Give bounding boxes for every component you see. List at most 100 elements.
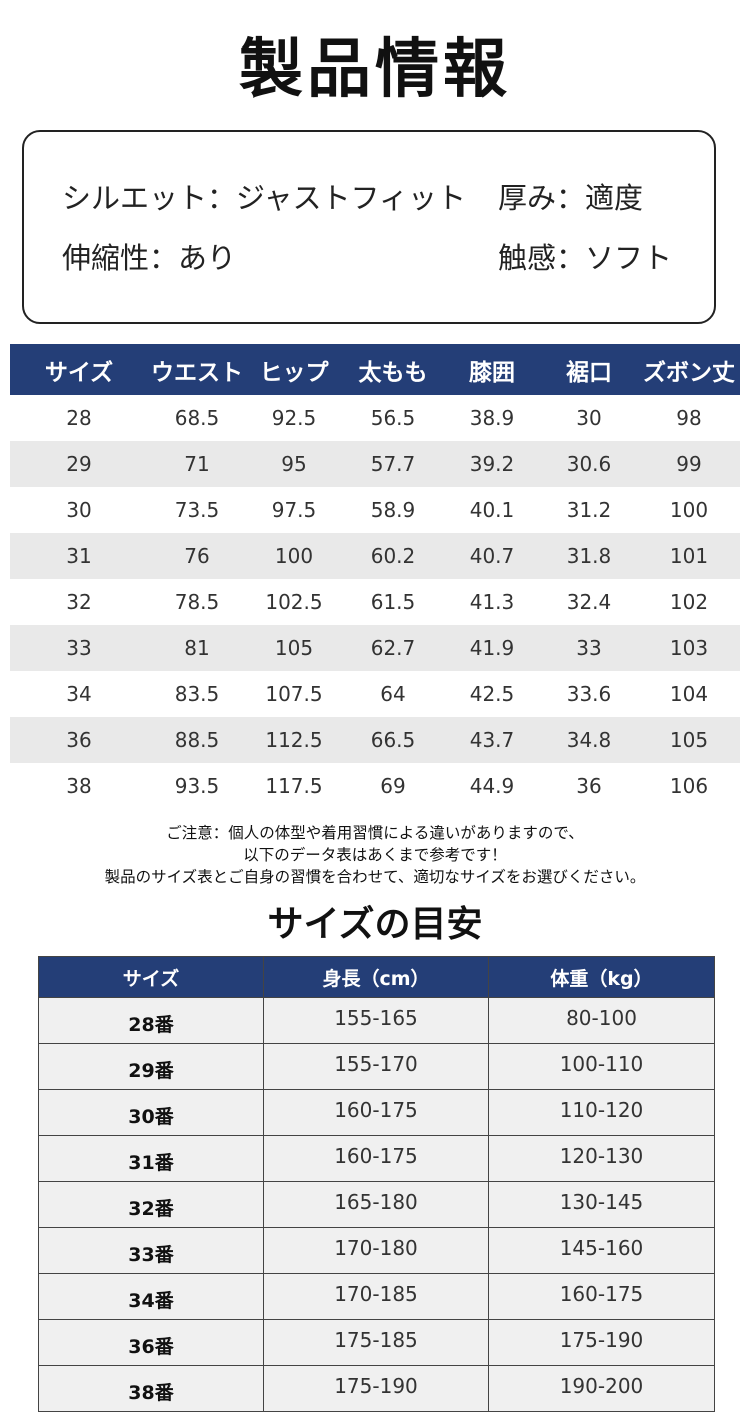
cell-hem: 30.6 [566,452,612,476]
guide-cell-weight: 120-130 [488,1135,715,1182]
cell-hem: 32.4 [566,590,612,614]
cell-thigh: 64 [380,682,406,706]
cell-waist: 78.5 [174,590,220,614]
cell-thigh: 66.5 [370,728,416,752]
cell-knee: 39.2 [469,452,515,476]
header-knee: 膝囲 [469,359,515,386]
table-row: 28 68.5 92.5 56.5 38.9 30 98 [10,395,740,441]
cell-length: 104 [669,682,709,706]
table-row: 30番 160-175 110-120 [38,1089,715,1136]
guide-cell-weight: 80-100 [488,997,715,1044]
product-spec-box: シルエット：ジャストフィット 厚み：適度 伸縮性：あり 触感：ソフト [22,130,716,324]
guide-cell-height: 155-165 [263,997,489,1044]
cell-knee: 44.9 [469,774,515,798]
table-row: 33番 170-180 145-160 [38,1227,715,1274]
cell-hip: 112.5 [265,728,323,752]
cell-hem: 31.8 [566,544,612,568]
cell-waist: 81 [184,636,210,660]
size-guide-table: サイズ 身長（cm） 体重（kg） 28番 155-165 80-100 29番 155… [38,956,715,1412]
cell-thigh: 62.7 [370,636,416,660]
notice-line: 以下のデータ表はあくまで参考です！ [243,846,507,864]
page-title: 製品情報 [239,33,511,107]
guide-cell-weight: 160-175 [488,1273,715,1320]
guide-header-size: サイズ [38,956,264,998]
size-chart-header: サイズ ウエスト ヒップ 太もも 膝囲 裾口 ズボン丈 [10,344,740,395]
cell-hip: 102.5 [265,590,323,614]
table-row: 36 88.5 112.5 66.5 43.7 34.8 105 [10,717,740,763]
guide-header-height: 身長（cm） [263,956,489,998]
cell-thigh: 58.9 [370,498,416,522]
cell-hip: 117.5 [265,774,323,798]
cell-hip: 107.5 [265,682,323,706]
table-row: 38番 175-190 190-200 [38,1365,715,1412]
cell-length: 98 [676,406,702,430]
table-row: 28番 155-165 80-100 [38,997,715,1044]
spec-thickness: 厚み：適度 [498,181,644,215]
size-notice: ご注意：個人の体型や着用習慣による違いがありますので、 以下のデータ表はあくまで… [0,822,750,888]
cell-length: 101 [669,544,709,568]
guide-cell-height: 175-185 [263,1319,489,1366]
cell-hip: 100 [274,544,314,568]
guide-cell-height: 165-180 [263,1181,489,1228]
size-guide-title: サイズの目安 [267,904,483,945]
spec-feel: 触感：ソフト [498,241,673,275]
cell-hip: 105 [274,636,314,660]
guide-cell-height: 170-180 [263,1227,489,1274]
guide-cell-height: 160-175 [263,1135,489,1182]
cell-waist: 83.5 [174,682,220,706]
cell-knee: 42.5 [469,682,515,706]
cell-length: 99 [676,452,702,476]
guide-cell-weight: 110-120 [488,1089,715,1136]
cell-thigh: 60.2 [370,544,416,568]
cell-thigh: 56.5 [370,406,416,430]
table-row: 31 76 100 60.2 40.7 31.8 101 [10,533,740,579]
guide-cell-weight: 190-200 [488,1365,715,1412]
cell-hem: 36 [576,774,602,798]
cell-hip: 97.5 [271,498,317,522]
guide-cell-size: 31番 [38,1135,264,1182]
header-hem: 裾口 [566,359,612,386]
cell-waist: 76 [184,544,210,568]
cell-length: 106 [669,774,709,798]
table-row: 33 81 105 62.7 41.9 33 103 [10,625,740,671]
size-chart-table: サイズ ウエスト ヒップ 太もも 膝囲 裾口 ズボン丈 28 68.5 92.5 56… [10,344,740,809]
guide-cell-size: 32番 [38,1181,264,1228]
cell-size: 36 [66,728,92,752]
notice-line: 製品のサイズ表とご自身の習慣を合わせて、適切なサイズをお選びください。 [104,868,646,886]
cell-knee: 38.9 [469,406,515,430]
cell-hem: 33 [576,636,602,660]
cell-hem: 34.8 [566,728,612,752]
cell-waist: 68.5 [174,406,220,430]
header-size: サイズ [44,359,114,386]
guide-cell-size: 28番 [38,997,264,1044]
table-row: 32 78.5 102.5 61.5 41.3 32.4 102 [10,579,740,625]
guide-cell-size: 36番 [38,1319,264,1366]
cell-thigh: 61.5 [370,590,416,614]
guide-cell-size: 30番 [38,1089,264,1136]
header-waist: ウエスト [151,359,243,386]
cell-waist: 93.5 [174,774,220,798]
cell-size: 29 [66,452,92,476]
cell-hem: 33.6 [566,682,612,706]
cell-size: 31 [66,544,92,568]
guide-cell-size: 33番 [38,1227,264,1274]
cell-size: 30 [66,498,92,522]
guide-cell-height: 155-170 [263,1043,489,1090]
cell-knee: 43.7 [469,728,515,752]
cell-size: 28 [66,406,92,430]
header-hip: ヒップ [259,359,329,386]
cell-waist: 71 [184,452,210,476]
table-row: 34番 170-185 160-175 [38,1273,715,1320]
cell-knee: 40.7 [469,544,515,568]
guide-cell-weight: 100-110 [488,1043,715,1090]
size-guide-header: サイズ 身長（cm） 体重（kg） [38,956,715,998]
cell-size: 34 [66,682,92,706]
cell-length: 100 [669,498,709,522]
notice-line: ご注意：個人の体型や着用習慣による違いがありますので、 [166,824,584,842]
cell-length: 102 [669,590,709,614]
cell-knee: 41.9 [469,636,515,660]
cell-knee: 41.3 [469,590,515,614]
cell-length: 105 [669,728,709,752]
cell-hem: 30 [576,406,602,430]
table-row: 36番 175-185 175-190 [38,1319,715,1366]
